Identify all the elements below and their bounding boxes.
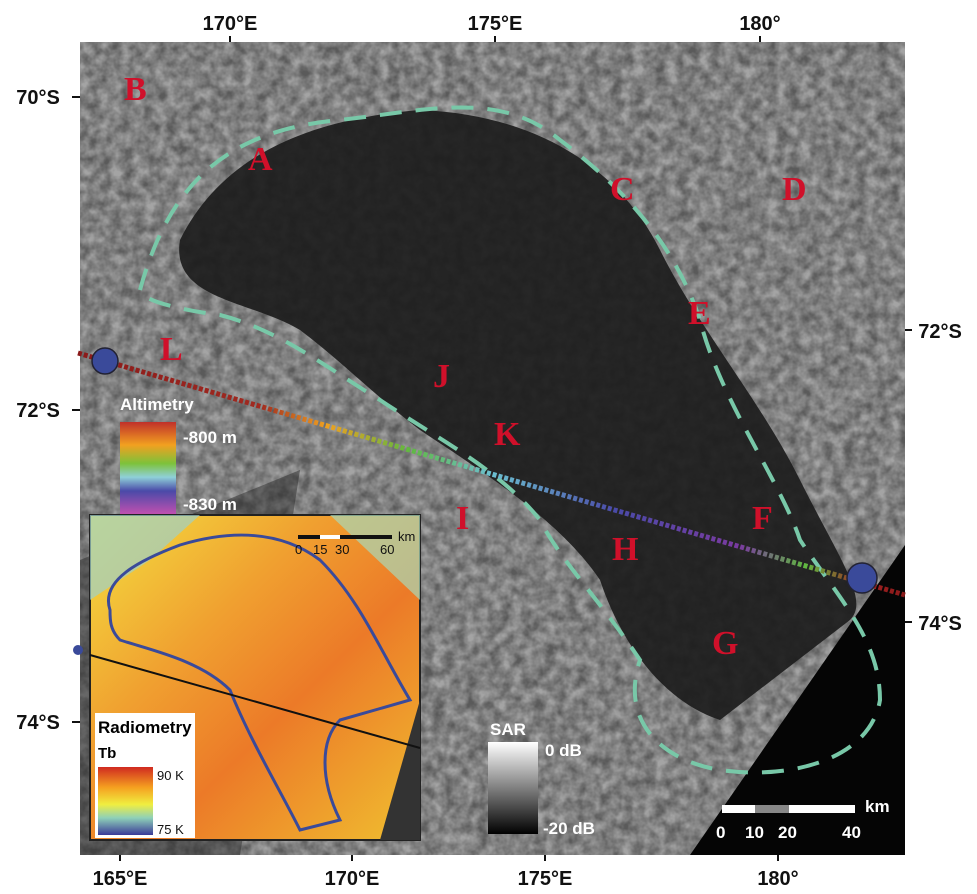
region-labels: A B C D E F G H I J K L <box>124 71 807 662</box>
region-label: C <box>610 171 635 208</box>
scale-tick: 10 <box>745 823 764 842</box>
legend-title: Radiometry <box>98 718 192 737</box>
right-axis-label: 72°S <box>918 321 962 343</box>
region-label: E <box>688 295 711 332</box>
left-axis-label: 74°S <box>16 712 60 734</box>
region-label: D <box>782 171 807 208</box>
legend-title: SAR <box>490 720 526 739</box>
region-label: K <box>494 416 521 453</box>
colorbar <box>488 742 538 834</box>
region-label: A <box>248 141 273 178</box>
legend-max: 90 K <box>157 768 184 783</box>
scale-unit: km <box>865 797 890 816</box>
legend-title: Altimetry <box>120 395 194 414</box>
scale-tick: 40 <box>842 823 861 842</box>
bottom-axis-label: 175°E <box>518 868 573 890</box>
left-axis-label: 72°S <box>16 400 60 422</box>
scale-tick: 0 <box>295 542 302 557</box>
left-axis-label: 70°S <box>16 87 60 109</box>
scale-bar: km 0 10 20 40 <box>716 797 890 842</box>
legend-max: -800 m <box>183 428 237 447</box>
scale-tick: 0 <box>716 823 725 842</box>
legend-max: 0 dB <box>545 741 582 760</box>
bottom-axis-label: 165°E <box>93 868 148 890</box>
sar-map <box>73 42 906 855</box>
top-axis-label: 180° <box>739 13 780 35</box>
region-label: H <box>612 531 638 568</box>
region-label: B <box>124 71 147 108</box>
altimetry-legend: Altimetry -800 m -830 m <box>120 395 237 514</box>
colorbar <box>98 767 153 835</box>
scale-tick: 15 <box>313 542 327 557</box>
top-axis-label: 170°E <box>203 13 258 35</box>
bottom-axis-label: 170°E <box>325 868 380 890</box>
radiometry-inset: 0 15 30 60 km Radiometry Tb 90 K 75 K <box>89 514 421 841</box>
sar-legend: SAR 0 dB -20 dB <box>488 720 595 838</box>
scale-tick: 20 <box>778 823 797 842</box>
axis-ticks <box>72 36 912 861</box>
region-label: G <box>712 625 738 662</box>
region-label: I <box>456 500 469 537</box>
legend-quantity: Tb <box>98 745 116 762</box>
right-axis-label: 74°S <box>918 613 962 635</box>
scale-tick: 30 <box>335 542 349 557</box>
bottom-axis-label: 180° <box>757 868 798 890</box>
region-label: J <box>433 358 450 395</box>
axes: 170°E 175°E 180° 165°E 170°E 175°E 180° … <box>16 13 962 890</box>
legend-min: -20 dB <box>543 819 595 838</box>
scale-tick: 60 <box>380 542 394 557</box>
scale-unit: km <box>398 529 415 544</box>
colorbar <box>120 422 176 514</box>
region-label: L <box>160 331 183 368</box>
region-label: F <box>752 500 773 537</box>
legend-min: -830 m <box>183 495 237 514</box>
top-axis-label: 175°E <box>468 13 523 35</box>
legend-min: 75 K <box>157 822 184 837</box>
